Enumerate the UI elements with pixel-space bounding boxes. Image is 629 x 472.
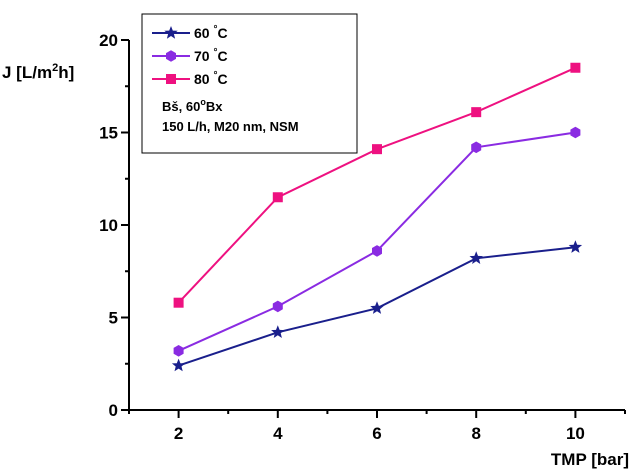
y-tick-label: 10 — [99, 216, 118, 235]
y-axis-title-sup: 2 — [52, 62, 58, 74]
legend-items: 60 °C 70 °C 80 °C — [152, 24, 228, 87]
legend-box — [141, 13, 358, 154]
data-point-60c — [370, 301, 384, 314]
legend-marker-star — [164, 26, 178, 39]
x-axis-title: TMP [bar] — [551, 450, 629, 469]
x-tick-label: 4 — [273, 424, 283, 443]
data-point-80c — [471, 107, 482, 118]
series-70c — [173, 126, 581, 357]
y-axis-title-tail: h] — [58, 63, 74, 82]
data-point-70c — [372, 245, 382, 257]
data-point-80c — [173, 297, 184, 308]
x-tick-label: 2 — [174, 424, 183, 443]
legend-item-60c: 60 °C — [152, 24, 228, 41]
y-tick-label: 20 — [99, 31, 118, 50]
data-point-70c — [272, 300, 283, 313]
data-point-60c — [568, 240, 583, 253]
x-tick-label: 6 — [372, 424, 381, 443]
data-point-60c — [171, 358, 186, 372]
data-point-80c — [272, 192, 283, 203]
data-point-70c — [570, 126, 581, 139]
data-point-80c — [372, 144, 382, 155]
legend-label: 70 °C — [194, 47, 228, 64]
x-tick-label: 8 — [471, 424, 480, 443]
data-point-70c — [471, 141, 482, 154]
data-point-80c — [570, 62, 581, 73]
legend-item-80c: 80 °C — [152, 70, 228, 87]
series-80c — [173, 62, 581, 308]
y-axis-title-main: J [L/m — [2, 63, 52, 82]
y-tick-label: 5 — [109, 309, 118, 328]
data-point-60c — [469, 251, 483, 264]
ticks: 2 4 6 8 10 0 5 10 15 20 — [99, 31, 626, 443]
legend-note-line-1: Bš, 60oBx — [162, 97, 223, 114]
series-layer — [171, 62, 583, 372]
series-60c — [171, 240, 583, 372]
y-tick-label: 15 — [99, 124, 118, 143]
legend-item-70c: 70 °C — [152, 47, 228, 64]
legend-label: 80 °C — [194, 70, 228, 87]
legend-note-1-sup: o — [200, 97, 206, 107]
legend-note-line-2: 150 L/h, M20 nm, NSM — [162, 119, 299, 134]
data-point-70c — [173, 345, 184, 357]
legend-note-1a: Bš, 60 — [162, 99, 200, 114]
y-axis-title: J [L/m2h] — [2, 62, 74, 82]
y-tick-label: 0 — [109, 401, 118, 420]
legend-marker-square — [166, 74, 176, 84]
legend-label: 60 °C — [194, 24, 228, 41]
series-line-70c — [178, 131, 576, 352]
x-tick-label: 10 — [566, 424, 585, 443]
data-point-60c — [271, 325, 285, 338]
legend: 60 °C 70 °C 80 °C Bš, 60oBx 150 L/h, M20 n… — [141, 13, 358, 154]
legend-marker-hexagon — [166, 50, 176, 62]
legend-note-1b: Bx — [206, 99, 223, 114]
